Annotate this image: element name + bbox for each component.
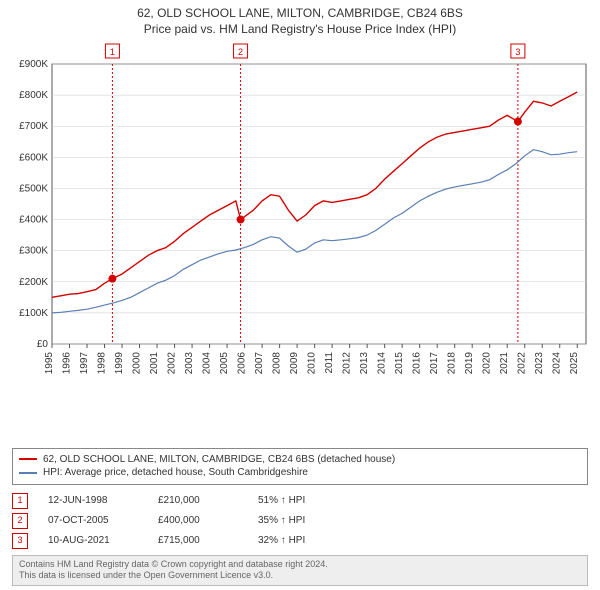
svg-text:£0: £0: [37, 339, 49, 350]
svg-text:2004: 2004: [202, 352, 213, 375]
svg-text:2011: 2011: [324, 352, 335, 374]
svg-text:1997: 1997: [79, 352, 90, 375]
svg-text:£800K: £800K: [19, 90, 48, 101]
svg-text:£300K: £300K: [19, 246, 48, 257]
svg-text:2020: 2020: [482, 352, 493, 375]
svg-text:£200K: £200K: [19, 277, 48, 288]
event-row: 2 07-OCT-2005 £400,000 35% ↑ HPI: [12, 511, 588, 531]
svg-text:£900K: £900K: [19, 59, 48, 70]
svg-text:2023: 2023: [534, 352, 545, 375]
footer-line-1: Contains HM Land Registry data © Crown c…: [19, 559, 581, 571]
event-date: 07-OCT-2005: [48, 515, 138, 526]
event-row: 3 10-AUG-2021 £715,000 32% ↑ HPI: [12, 531, 588, 551]
title-subtitle: Price paid vs. HM Land Registry's House …: [8, 22, 592, 36]
legend-label-hpi: HPI: Average price, detached house, Sout…: [43, 466, 308, 480]
legend-item-property: 62, OLD SCHOOL LANE, MILTON, CAMBRIDGE, …: [19, 453, 581, 467]
svg-text:2019: 2019: [464, 352, 475, 375]
legend: 62, OLD SCHOOL LANE, MILTON, CAMBRIDGE, …: [12, 448, 588, 485]
svg-text:2016: 2016: [412, 352, 423, 375]
title-address: 62, OLD SCHOOL LANE, MILTON, CAMBRIDGE, …: [8, 6, 592, 20]
event-price: £400,000: [158, 515, 238, 526]
svg-text:1996: 1996: [62, 352, 73, 375]
svg-text:2002: 2002: [167, 352, 178, 375]
svg-text:2005: 2005: [219, 352, 230, 375]
line-chart: £0 £100K £200K £300K £400K £500K £600K £700K £80…: [8, 40, 592, 380]
event-row: 1 12-JUN-1998 £210,000 51% ↑ HPI: [12, 491, 588, 511]
svg-text:2018: 2018: [447, 352, 458, 375]
svg-text:2017: 2017: [429, 352, 440, 375]
footer-attribution: Contains HM Land Registry data © Crown c…: [12, 555, 588, 586]
svg-text:2012: 2012: [342, 352, 353, 375]
svg-text:2009: 2009: [289, 352, 300, 375]
svg-text:2000: 2000: [132, 352, 143, 375]
event-pct: 32% ↑ HPI: [258, 535, 348, 546]
svg-text:2021: 2021: [499, 352, 510, 375]
svg-text:2014: 2014: [377, 352, 388, 375]
event-price: £210,000: [158, 495, 238, 506]
svg-text:2025: 2025: [569, 352, 580, 375]
event-marker: 3: [12, 533, 28, 549]
svg-text:2010: 2010: [307, 352, 318, 375]
svg-text:2001: 2001: [149, 352, 160, 375]
svg-text:2013: 2013: [359, 352, 370, 375]
svg-text:2015: 2015: [394, 352, 405, 375]
event-date: 12-JUN-1998: [48, 495, 138, 506]
svg-text:1998: 1998: [97, 352, 108, 375]
event-marker: 1: [12, 493, 28, 509]
legend-swatch-property: [19, 458, 37, 460]
svg-text:1: 1: [110, 47, 115, 57]
event-marker: 2: [12, 513, 28, 529]
chart-titles: 62, OLD SCHOOL LANE, MILTON, CAMBRIDGE, …: [8, 6, 592, 40]
chart-area: £0 £100K £200K £300K £400K £500K £600K £700K £80…: [8, 40, 592, 442]
svg-text:1995: 1995: [44, 352, 55, 375]
event-pct: 51% ↑ HPI: [258, 495, 348, 506]
event-date: 10-AUG-2021: [48, 535, 138, 546]
svg-text:2: 2: [238, 47, 243, 57]
svg-text:2008: 2008: [272, 352, 283, 375]
svg-text:£400K: £400K: [19, 215, 48, 226]
legend-item-hpi: HPI: Average price, detached house, Sout…: [19, 466, 581, 480]
svg-text:£700K: £700K: [19, 121, 48, 132]
legend-label-property: 62, OLD SCHOOL LANE, MILTON, CAMBRIDGE, …: [43, 453, 395, 467]
svg-text:£600K: £600K: [19, 152, 48, 163]
svg-text:2024: 2024: [552, 352, 563, 375]
legend-swatch-hpi: [19, 472, 37, 474]
footer-line-2: This data is licensed under the Open Gov…: [19, 570, 581, 582]
svg-text:1999: 1999: [114, 352, 125, 375]
svg-text:£100K: £100K: [19, 308, 48, 319]
svg-text:2022: 2022: [517, 352, 528, 375]
svg-text:3: 3: [515, 47, 520, 57]
event-price: £715,000: [158, 535, 238, 546]
svg-text:2006: 2006: [237, 352, 248, 375]
svg-text:2003: 2003: [184, 352, 195, 375]
event-pct: 35% ↑ HPI: [258, 515, 348, 526]
event-list: 1 12-JUN-1998 £210,000 51% ↑ HPI 2 07-OCT-200…: [12, 491, 588, 551]
svg-text:£500K: £500K: [19, 183, 48, 194]
svg-text:2007: 2007: [254, 352, 265, 375]
